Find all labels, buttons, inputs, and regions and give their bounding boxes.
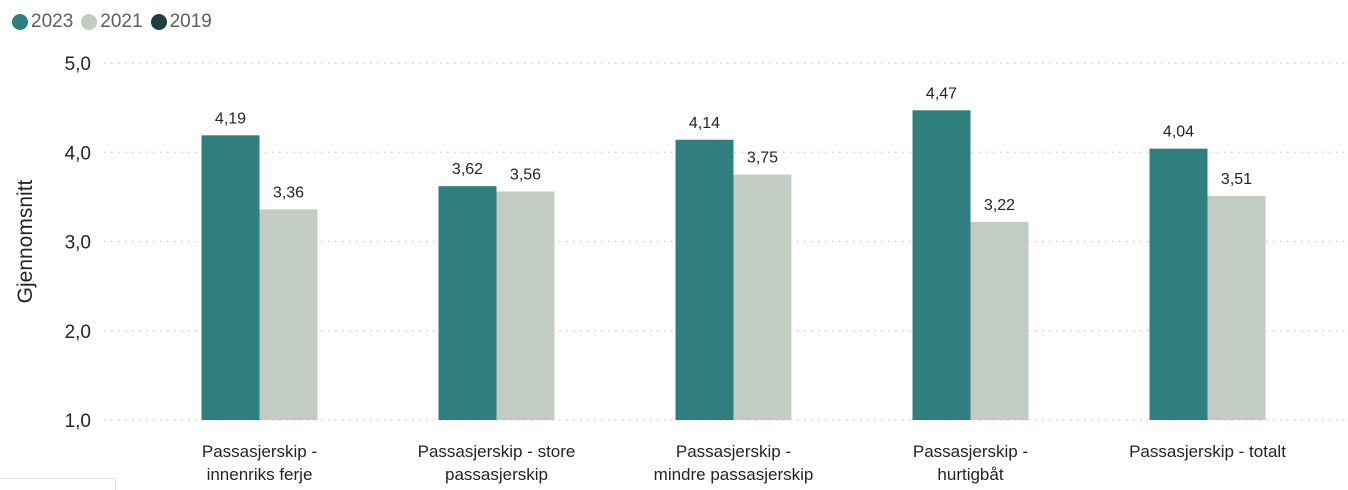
legend-marker	[150, 14, 167, 30]
data-label: 3,36	[273, 184, 304, 201]
legend-item-2023[interactable]: 2023	[12, 11, 73, 33]
bar-2021	[970, 221, 1029, 420]
y-axis-title: Gjennomsnitt	[14, 179, 37, 303]
data-label: 3,51	[1221, 171, 1252, 188]
bar-2023	[201, 135, 260, 421]
legend-label: 2021	[100, 11, 143, 32]
data-label: 4,04	[1163, 124, 1194, 141]
x-category-label: Passasjerskip - mindre passasjerskip	[654, 442, 814, 484]
category-label-line: Passasjerskip -	[913, 442, 1028, 461]
x-category-label: Passasjerskip - totalt	[1129, 442, 1286, 461]
bar-2023	[438, 186, 497, 420]
y-tick-label: 3,0	[65, 233, 91, 254]
bar-2021	[496, 191, 555, 420]
bar-2023	[675, 139, 734, 420]
data-label: 3,22	[984, 197, 1015, 214]
category-label-line: Passasjerskip -	[202, 442, 317, 461]
data-label: 4,19	[215, 110, 246, 127]
category-label-line: passasjerskip	[445, 465, 548, 484]
data-label: 3,56	[510, 167, 541, 184]
chart-legend: 2023 2021 2019	[12, 9, 212, 35]
data-label: 4,47	[926, 85, 957, 102]
legend-marker	[12, 14, 28, 30]
category-label-line: mindre passasjerskip	[654, 465, 814, 484]
visual-corner-frame	[0, 478, 116, 490]
x-category-label: Passasjerskip - innenriks ferje	[202, 442, 317, 484]
data-label: 3,62	[452, 161, 483, 178]
data-label: 4,14	[689, 115, 720, 132]
y-tick-label: 4,0	[65, 143, 91, 164]
y-tick-label: 1,0	[65, 411, 91, 432]
category-label-line: Passasjerskip - totalt	[1129, 442, 1286, 461]
category-label-line: Passasjerskip -	[676, 442, 791, 461]
legend-item-2021[interactable]: 2021	[81, 11, 143, 33]
bar-2023	[912, 110, 971, 421]
legend-marker	[81, 14, 98, 30]
category-label-line: innenriks ferje	[207, 465, 313, 484]
data-label: 3,75	[747, 150, 778, 167]
bar-2021	[259, 209, 318, 420]
bar-2021	[1207, 195, 1266, 420]
y-tick-label: 2,0	[65, 322, 91, 343]
x-category-label: Passasjerskip - hurtigbåt	[913, 442, 1028, 484]
legend-item-2019[interactable]: 2019	[150, 11, 212, 33]
bar-2023	[1149, 148, 1208, 420]
legend-label: 2023	[31, 11, 74, 32]
category-label-line: Passasjerskip - store	[418, 442, 576, 461]
category-label-line: hurtigbåt	[937, 465, 1003, 484]
y-tick-label: 5,0	[65, 54, 91, 75]
x-category-label: Passasjerskip - store passasjerskip	[418, 442, 576, 484]
legend-label: 2019	[169, 11, 212, 32]
bar-2021	[733, 174, 792, 420]
